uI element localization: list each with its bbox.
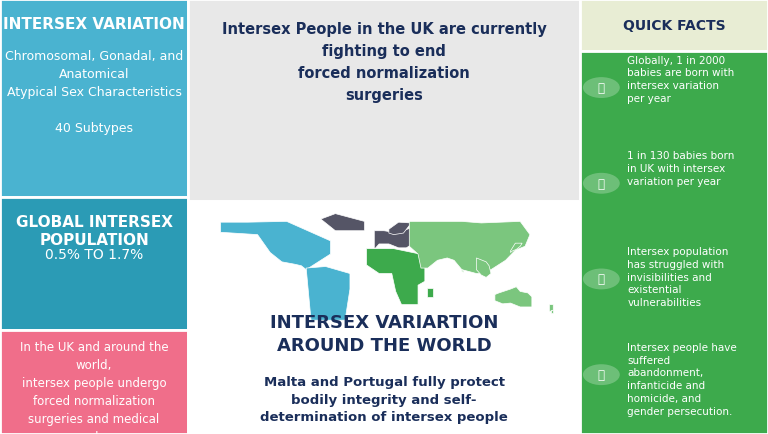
Circle shape (583, 365, 620, 385)
FancyBboxPatch shape (0, 0, 188, 197)
Text: 1 in 130 babies born
in UK with intersex
variation per year: 1 in 130 babies born in UK with intersex… (627, 151, 735, 187)
Text: 0.5% TO 1.7%: 0.5% TO 1.7% (45, 247, 143, 261)
Polygon shape (476, 258, 491, 278)
Text: 🚶: 🚶 (598, 178, 605, 191)
Text: Chromosomal, Gonadal, and
Anatomical
Atypical Sex Characteristics

40 Subtypes: Chromosomal, Gonadal, and Anatomical Aty… (5, 50, 184, 135)
Polygon shape (427, 288, 432, 297)
Polygon shape (220, 222, 330, 270)
Polygon shape (321, 214, 365, 231)
FancyBboxPatch shape (188, 202, 580, 434)
Text: Intersex population
has struggled with
invisibilities and
existential
vulnerabil: Intersex population has struggled with i… (627, 247, 729, 308)
FancyBboxPatch shape (580, 52, 768, 434)
Polygon shape (409, 222, 530, 274)
Text: INTERSEX VARIARTION
AROUND THE WORLD: INTERSEX VARIARTION AROUND THE WORLD (270, 314, 498, 354)
FancyBboxPatch shape (188, 0, 580, 202)
FancyBboxPatch shape (580, 0, 768, 52)
Polygon shape (495, 287, 532, 307)
Polygon shape (374, 227, 423, 250)
Text: Globally, 1 in 2000
babies are born with
intersex variation
per year: Globally, 1 in 2000 babies are born with… (627, 56, 735, 104)
Polygon shape (551, 310, 553, 313)
Text: QUICK FACTS: QUICK FACTS (623, 19, 725, 33)
Text: Malta and Portugal fully protect
bodily integrity and self-
determination of int: Malta and Portugal fully protect bodily … (260, 375, 508, 423)
Circle shape (583, 78, 620, 99)
Circle shape (583, 269, 620, 290)
FancyBboxPatch shape (0, 330, 188, 434)
Circle shape (583, 174, 620, 194)
Polygon shape (462, 270, 464, 273)
Polygon shape (306, 267, 350, 320)
Text: Intersex people have
suffered
abandonment,
infanticide and
homicide, and
gender : Intersex people have suffered abandonmen… (627, 342, 737, 416)
Text: GLOBAL INTERSEX
POPULATION: GLOBAL INTERSEX POPULATION (15, 215, 173, 247)
Polygon shape (389, 223, 411, 235)
Text: In the UK and around the
world,
intersex people undergo
forced normalization
sur: In the UK and around the world, intersex… (20, 341, 168, 434)
Polygon shape (511, 243, 522, 253)
Polygon shape (366, 249, 425, 305)
Text: 👶: 👶 (598, 82, 605, 95)
FancyBboxPatch shape (0, 197, 188, 330)
Text: INTERSEX VARIATION: INTERSEX VARIATION (3, 17, 185, 32)
Text: Intersex People in the UK are currently
fighting to end
forced normalization
sur: Intersex People in the UK are currently … (222, 22, 546, 103)
Text: 🚫: 🚫 (598, 273, 605, 286)
Polygon shape (549, 305, 553, 312)
Text: 💀: 💀 (598, 368, 605, 381)
